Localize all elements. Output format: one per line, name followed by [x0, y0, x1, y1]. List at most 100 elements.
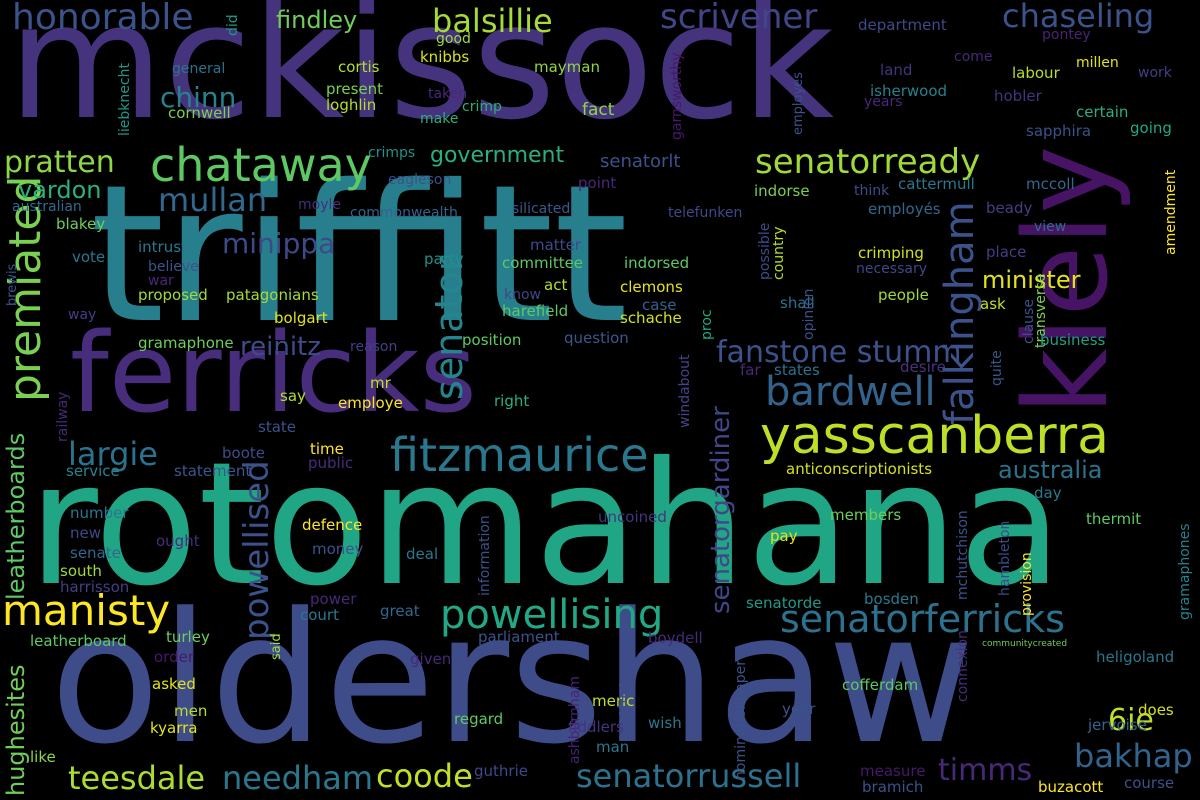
word-anticonscriptionists: anticonscriptionists	[786, 460, 933, 478]
word-gramaphone: gramaphone	[138, 334, 234, 352]
word-bakhap: bakhap	[1074, 737, 1193, 775]
word-meric: meric	[592, 692, 635, 710]
word-buzacott: buzacott	[1038, 778, 1104, 796]
word-leatherboard: leatherboard	[30, 632, 127, 650]
word-hobler: hobler	[994, 87, 1042, 105]
word-teesdale: teesdale	[68, 759, 206, 797]
word-land: land	[880, 61, 913, 79]
word-telefunken: telefunken	[668, 205, 743, 221]
word-mccoll: mccoll	[1026, 175, 1075, 193]
word-parliament: parliament	[478, 628, 560, 646]
word-fitzmaurice: fitzmaurice	[390, 428, 649, 482]
word-rotomahana: rotomahana	[28, 426, 1063, 624]
word-information: information	[477, 515, 493, 596]
word-time: time	[310, 440, 344, 458]
word-mr: mr	[370, 374, 391, 392]
word-senatorlt: senatorlt	[600, 151, 681, 172]
word-provision: provision	[1019, 552, 1035, 616]
word-railway: railway	[55, 391, 71, 442]
word-question: question	[564, 329, 629, 347]
word-country: country	[771, 226, 787, 280]
word-opinion: opinion	[801, 288, 817, 340]
word-say: say	[280, 387, 306, 405]
word-employe: employe	[338, 394, 403, 412]
word-kyarra: kyarra	[150, 719, 198, 737]
word-uncoined: uncoined	[598, 508, 667, 526]
word-general: general	[172, 61, 226, 77]
word-blakey: blakey	[56, 215, 106, 233]
word-oldershaw: oldershaw	[50, 575, 975, 784]
word-war: war	[148, 273, 174, 289]
word-windabout: windabout	[677, 354, 693, 429]
word-cornwell: cornwell	[168, 104, 231, 122]
word-case: case	[642, 296, 677, 314]
word-thermit: thermit	[1086, 510, 1142, 528]
word-isherwood: isherwood	[870, 82, 948, 100]
word-people: people	[878, 286, 929, 304]
word-harrisson: harrisson	[60, 578, 130, 596]
word-year: year	[782, 700, 816, 718]
word-mchutchison: mchutchison	[955, 510, 971, 600]
word-eagleson: eagleson	[388, 172, 452, 188]
word-guthrie: guthrie	[474, 762, 528, 780]
word-knibbs: knibbs	[420, 48, 470, 66]
word-honorable: honorable	[12, 0, 194, 38]
word-south: south	[60, 562, 102, 580]
word-coode: coode	[376, 757, 473, 795]
word-view: view	[1034, 219, 1067, 235]
word-come: come	[954, 49, 993, 65]
word-senatorrussell: senatorrussell	[576, 757, 802, 795]
word-hughesites: hughesites	[2, 664, 30, 796]
word-liebknecht: liebknecht	[117, 63, 133, 136]
word-balsillie: balsillie	[432, 2, 553, 40]
word-measure: measure	[860, 762, 926, 780]
word-years: years	[864, 94, 903, 110]
word-scrivener: scrivener	[660, 0, 818, 37]
word-right: right	[494, 392, 530, 410]
word-reason: reason	[350, 339, 398, 355]
word-moyle: moyle	[298, 197, 341, 213]
word-work: work	[1138, 65, 1172, 81]
word-indorsed: indorsed	[624, 254, 690, 272]
word-timms: timms	[938, 753, 1033, 788]
word-far: far	[740, 361, 761, 379]
word-employes-accent: employés	[868, 200, 941, 218]
word-necessary: necessary	[856, 261, 928, 277]
word-new: new	[70, 524, 102, 542]
word-pay: pay	[770, 527, 798, 545]
word-know: know	[504, 287, 541, 303]
word-employes: employes	[791, 72, 806, 135]
word-powellising: powellising	[440, 592, 664, 638]
word-patagonians: patagonians	[226, 286, 319, 304]
word-chinn: chinn	[160, 81, 237, 114]
word-fiddlers: fiddlers	[568, 718, 624, 736]
word-reinitz: reinitz	[240, 332, 321, 362]
word-possible: possible	[757, 222, 773, 280]
word-like: like	[30, 748, 56, 766]
word-chaseling: chaseling	[1002, 0, 1155, 35]
word-falkingham: falkingham	[937, 201, 983, 425]
word-place: place	[986, 243, 1027, 261]
word-quite: quite	[989, 350, 1005, 386]
word-needham: needham	[222, 759, 374, 797]
word-bolgart: bolgart	[274, 309, 328, 327]
word-communitycreated: communitycreated	[982, 639, 1068, 649]
word-yasscanberra: yasscanberra	[760, 406, 1109, 466]
word-millen: millen	[1076, 55, 1119, 71]
word-australia: australia	[998, 456, 1103, 484]
word-crimps: crimps	[368, 145, 416, 161]
word-day: day	[1034, 484, 1062, 502]
word-clemons: clemons	[620, 278, 683, 296]
word-powellised: powellised	[237, 460, 277, 640]
word-power: power	[310, 590, 357, 608]
word-public: public	[308, 454, 354, 472]
word-turley: turley	[166, 628, 210, 646]
word-proc: proc	[699, 309, 715, 340]
word-order: order	[154, 648, 194, 666]
word-connexion: connexion	[955, 630, 971, 702]
word-ought: ought	[156, 532, 200, 550]
word-believe: believe	[148, 259, 199, 275]
word-gramaphones: gramaphones	[1177, 523, 1193, 620]
word-largie: largie	[68, 435, 158, 473]
word-man: man	[596, 738, 630, 756]
